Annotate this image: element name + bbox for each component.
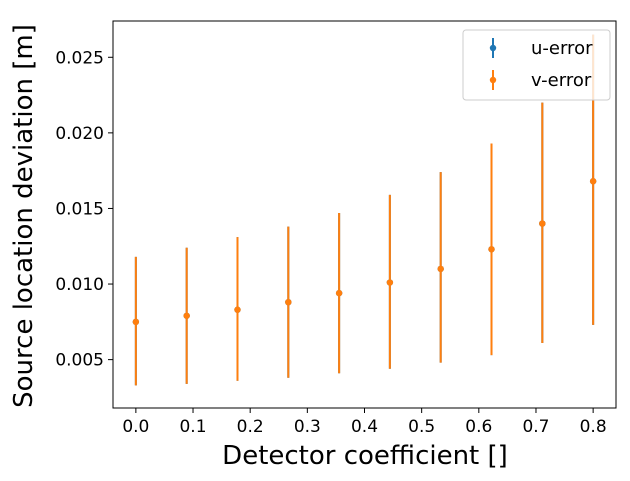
legend-label: v-error — [531, 70, 592, 91]
data-point — [183, 312, 190, 319]
data-point — [285, 298, 292, 306]
y-tick-label: 0.015 — [55, 199, 104, 219]
legend-marker-point — [489, 76, 497, 84]
x-tick-label: 0.4 — [351, 417, 378, 437]
data-point — [234, 306, 241, 313]
y-tick-label: 0.025 — [55, 48, 104, 68]
data-point — [335, 289, 343, 297]
x-tick-label: 0.1 — [179, 417, 206, 437]
x-tick-label: 0.2 — [237, 417, 264, 437]
series-v-error — [132, 34, 597, 386]
data-point — [488, 246, 495, 253]
x-tick-label: 0.7 — [522, 417, 549, 437]
data-point — [132, 318, 140, 326]
legend: u-error v-error — [462, 29, 611, 101]
y-tick-label: 0.005 — [55, 351, 104, 371]
x-tick-label: 0.5 — [408, 417, 435, 437]
legend-box — [462, 29, 611, 101]
y-tick-label: 0.020 — [55, 124, 104, 144]
x-tick-label: 0.6 — [465, 417, 492, 437]
x-tick-label: 0.0 — [122, 417, 149, 437]
x-tick-label: 0.8 — [580, 417, 607, 437]
x-tick-label: 0.3 — [294, 417, 321, 437]
legend-marker-point — [489, 44, 497, 52]
x-axis: 0.0 0.1 0.2 0.3 0.4 0.5 0.6 0.7 0.8 — [122, 408, 607, 437]
data-point — [386, 279, 394, 286]
y-axis: 0.005 0.010 0.015 0.020 0.025 — [55, 48, 113, 371]
y-tick-label: 0.010 — [55, 275, 104, 295]
data-point — [437, 265, 444, 273]
data-point — [539, 220, 546, 227]
plot-area — [132, 34, 597, 386]
legend-label: u-error — [531, 38, 593, 59]
x-axis-title: Detector coefficient [] — [222, 441, 508, 471]
data-point — [589, 178, 597, 185]
y-axis-title: Source location deviation [m] — [9, 24, 39, 408]
